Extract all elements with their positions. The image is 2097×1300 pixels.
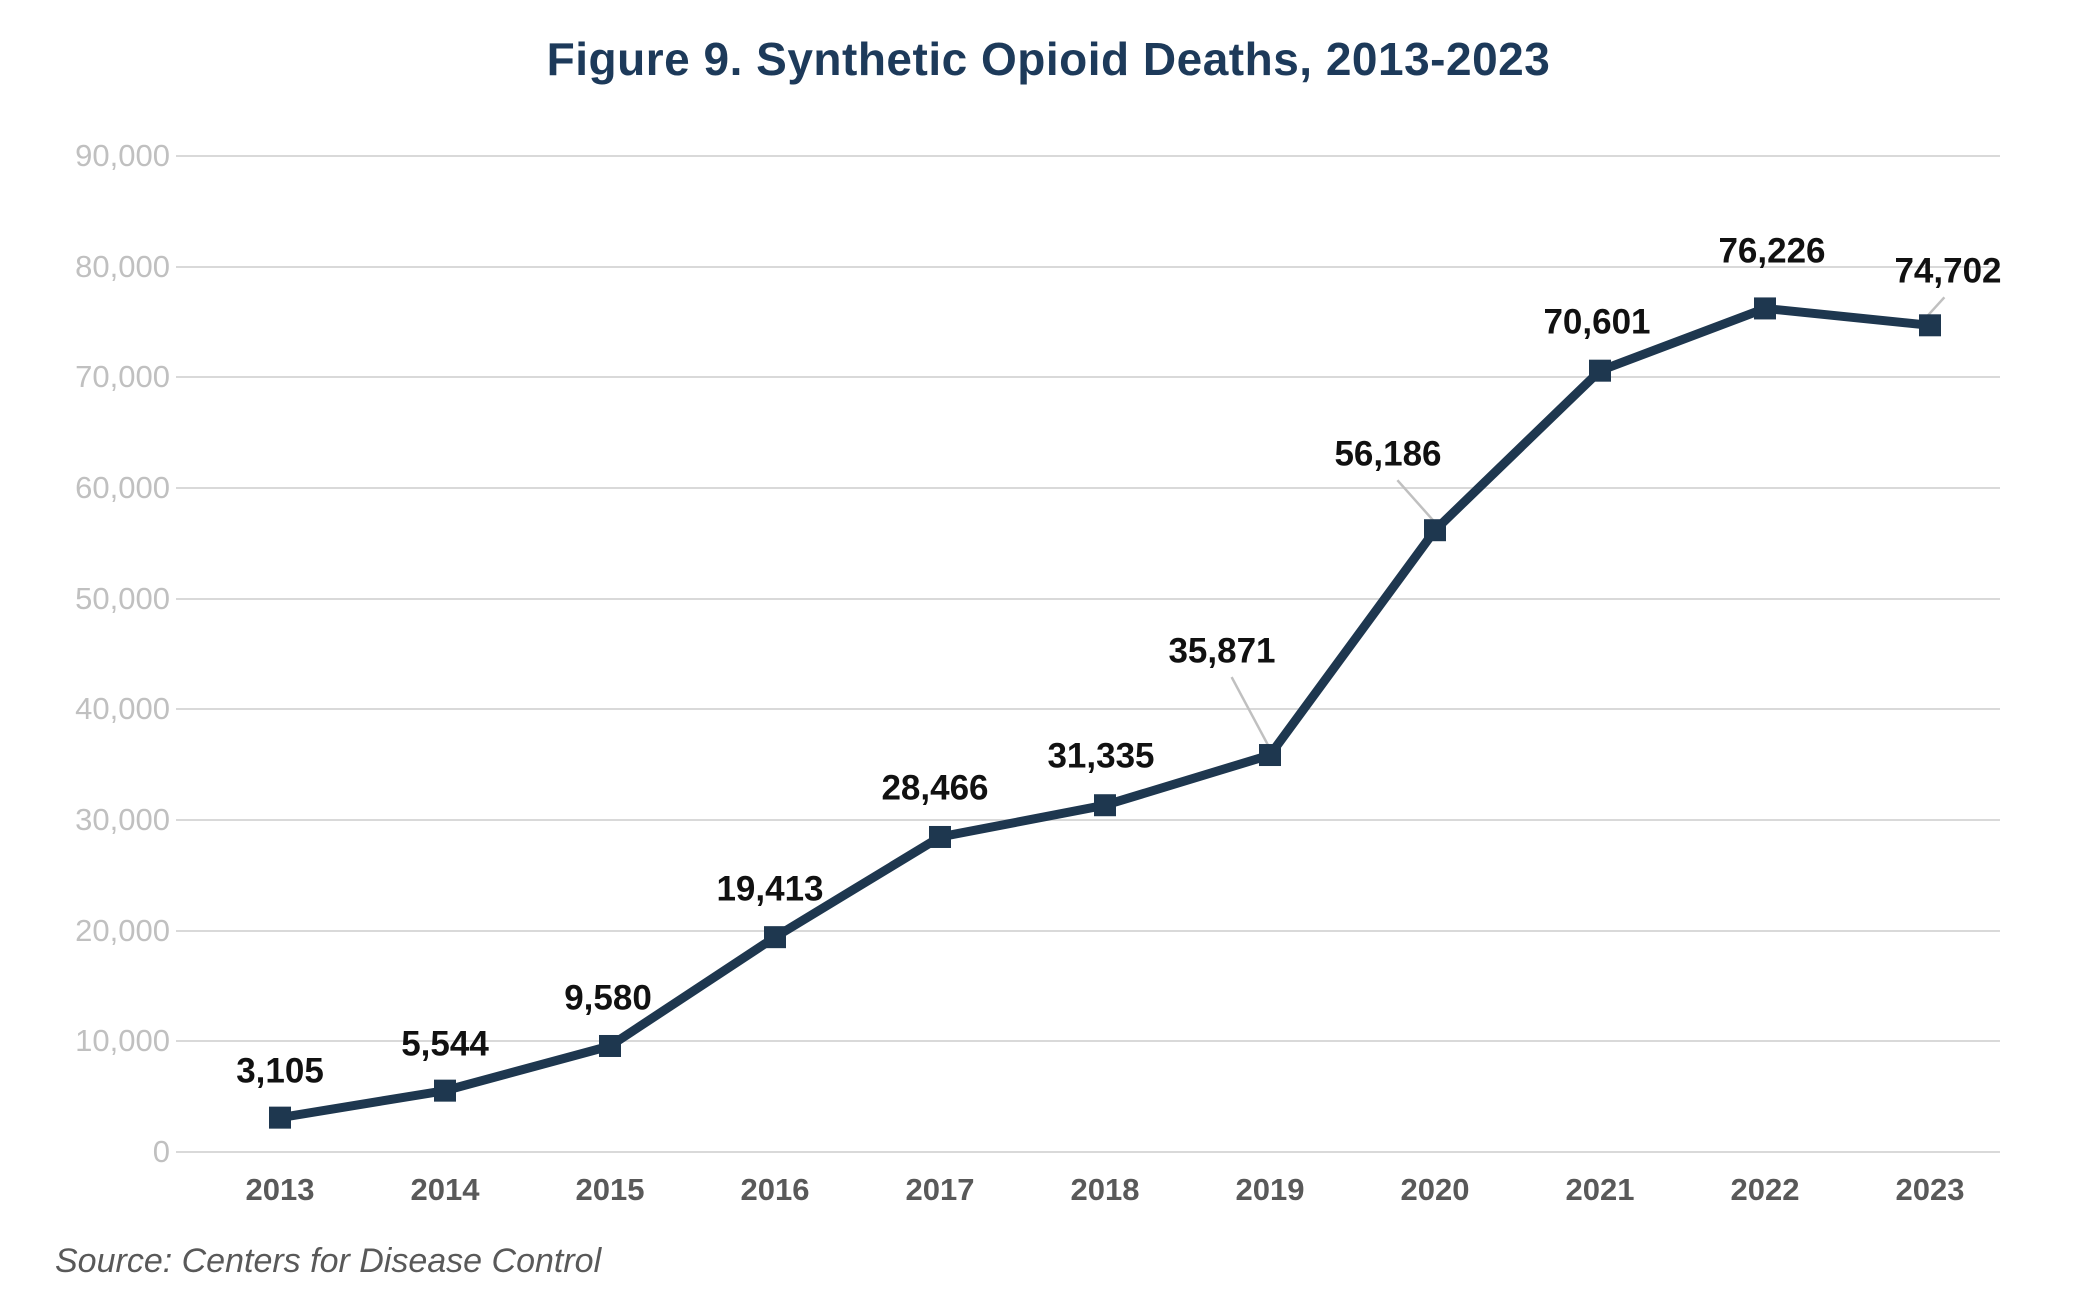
series-line	[275, 303, 1935, 1123]
label-leader-line	[1396, 479, 1434, 522]
x-axis-tick-label: 2015	[575, 1172, 645, 1207]
data-point-marker	[599, 1034, 621, 1057]
y-axis-tick-label: 80,000	[75, 248, 170, 284]
y-axis-tick-label: 90,000	[75, 138, 170, 173]
gridline	[176, 597, 2000, 600]
data-point-label: 19,413	[716, 869, 824, 909]
data-point-marker	[1589, 359, 1611, 382]
data-point-label: 70,601	[1543, 302, 1651, 342]
label-leader-line	[1927, 296, 1946, 317]
data-point-label: 3,105	[236, 1051, 324, 1091]
source-note: Source: Centers for Disease Control	[55, 1242, 602, 1280]
data-point-label: 56,186	[1334, 434, 1442, 474]
y-axis-tick-label: 50,000	[75, 580, 170, 616]
y-axis-tick-label: 60,000	[75, 470, 170, 505]
x-axis-tick-label: 2020	[1400, 1172, 1470, 1207]
gridline	[176, 1040, 2000, 1043]
y-axis-tick-label: 30,000	[75, 802, 170, 837]
data-point-label: 76,226	[1718, 231, 1826, 271]
data-point-marker	[764, 926, 786, 949]
gridline	[176, 819, 2000, 821]
chart-title: Figure 9. Synthetic Opioid Deaths, 2013-…	[546, 33, 1551, 85]
data-point-marker	[1919, 314, 1941, 337]
y-axis-tick-label: 10,000	[75, 1023, 170, 1059]
data-point-marker	[1424, 519, 1446, 542]
x-axis-tick-label: 2014	[410, 1172, 480, 1207]
y-axis-tick-label: 40,000	[75, 691, 170, 727]
x-axis-tick-label: 2016	[740, 1172, 810, 1207]
y-axis-tick-label: 70,000	[75, 359, 170, 395]
x-axis-tick-label: 2022	[1730, 1172, 1800, 1207]
gridline	[176, 1151, 2000, 1153]
data-point-marker	[929, 825, 951, 848]
gridline	[176, 265, 2000, 268]
data-point-marker	[434, 1079, 456, 1102]
gridline	[176, 487, 2000, 489]
gridline	[176, 376, 2000, 379]
data-point-marker	[269, 1106, 291, 1129]
x-axis-tick-label: 2019	[1235, 1172, 1305, 1207]
data-point-marker	[1259, 744, 1281, 767]
x-axis-tick-label: 2018	[1070, 1172, 1140, 1207]
label-leader-line	[1230, 676, 1270, 746]
y-axis-tick-label: 20,000	[75, 912, 170, 948]
x-axis-tick-label: 2017	[905, 1172, 975, 1207]
data-point-label: 31,335	[1047, 736, 1155, 776]
x-axis-tick-label: 2023	[1895, 1172, 1965, 1207]
data-point-label: 35,871	[1168, 631, 1276, 671]
data-point-label: 28,466	[881, 768, 989, 808]
x-axis-tick-label: 2021	[1565, 1172, 1635, 1207]
gridline	[176, 929, 2000, 932]
data-point-marker	[1094, 794, 1116, 817]
data-point-marker	[1754, 297, 1776, 320]
data-point-label: 9,580	[564, 978, 652, 1018]
data-point-label: 74,702	[1894, 251, 2002, 291]
y-axis-tick-label: 0	[152, 1134, 170, 1169]
gridline	[176, 708, 2000, 711]
data-point-label: 5,544	[401, 1024, 489, 1064]
x-axis-tick-label: 2013	[245, 1172, 315, 1207]
gridline	[176, 155, 2000, 157]
